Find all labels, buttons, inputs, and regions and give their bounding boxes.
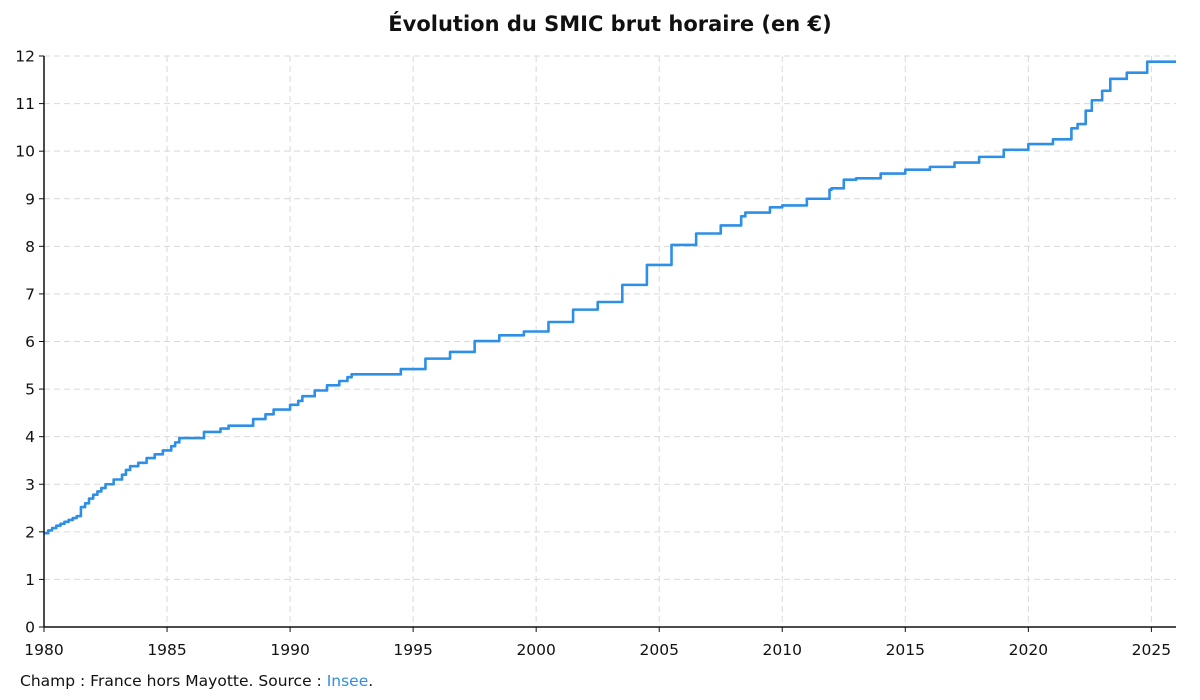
x-tick-label: 1985 xyxy=(147,641,186,659)
source-note-suffix: . xyxy=(368,672,374,690)
axes xyxy=(39,55,1176,632)
grid xyxy=(44,55,1176,627)
y-tick-label: 11 xyxy=(15,95,35,113)
x-tick-label: 1990 xyxy=(270,641,309,659)
y-tick-label: 1 xyxy=(25,571,35,589)
y-tick-label: 12 xyxy=(15,48,35,66)
series-layer xyxy=(44,60,1176,535)
x-tick-label: 2020 xyxy=(1009,641,1048,659)
smic-series-line xyxy=(44,60,1176,535)
y-tick-label: 7 xyxy=(25,285,35,303)
y-tick-label: 9 xyxy=(25,190,35,208)
y-tick-label: 10 xyxy=(15,143,35,161)
y-tick-label: 2 xyxy=(25,523,35,541)
y-tick-label: 8 xyxy=(25,238,35,256)
source-note-prefix: Champ : France hors Mayotte. Source : xyxy=(20,672,327,690)
y-tick-label: 0 xyxy=(25,619,35,637)
x-tick-label: 1995 xyxy=(393,641,432,659)
x-tick-label: 1980 xyxy=(24,641,63,659)
x-tick-label: 2010 xyxy=(763,641,802,659)
y-tick-label: 5 xyxy=(25,381,35,399)
x-tick-label: 2025 xyxy=(1132,641,1171,659)
source-link[interactable]: Insee xyxy=(326,672,369,690)
y-tick-label: 3 xyxy=(25,476,35,494)
x-tick-label: 2000 xyxy=(516,641,555,659)
y-tick-label: 4 xyxy=(25,428,35,446)
x-tick-label: 2005 xyxy=(639,641,678,659)
x-tick-label: 2015 xyxy=(886,641,925,659)
y-tick-label: 6 xyxy=(25,333,35,351)
chart-title: Évolution du SMIC brut horaire (en €) xyxy=(388,11,831,36)
source-note: Champ : France hors Mayotte. Source : In… xyxy=(20,672,373,690)
